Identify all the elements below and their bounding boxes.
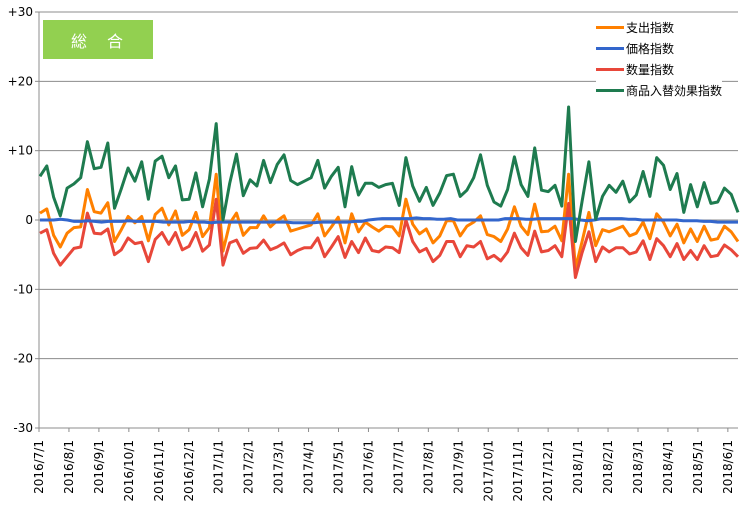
chart-title-badge: 総 合 — [43, 20, 153, 59]
y-tick-label: -30 — [13, 421, 33, 435]
series-line-1 — [40, 216, 738, 225]
y-axis: +30 +20 +10 0 -10 -20 -30 — [8, 5, 40, 435]
y-tick-label: +30 — [8, 5, 33, 19]
series-line-2 — [39, 197, 740, 279]
y-tick-label: +10 — [8, 144, 33, 158]
x-tick-label: 2016/9/1 — [92, 440, 106, 494]
x-tick-label: 2017/9/1 — [451, 440, 465, 494]
legend-swatch — [596, 47, 624, 50]
x-tick-label: 2018/2/1 — [601, 440, 615, 494]
x-tick-label: 2017/8/1 — [421, 440, 435, 494]
y-tick-label: +20 — [8, 74, 33, 88]
legend-label: 商品入替効果指数 — [626, 84, 723, 98]
x-tick-label: 2016/12/1 — [182, 440, 196, 502]
x-tick-label: 2016/11/1 — [152, 440, 166, 502]
x-tick-label: 2016/8/1 — [62, 440, 76, 494]
legend-item-spending: 支出指数 — [596, 17, 722, 38]
legend-swatch — [596, 89, 624, 92]
x-tick-label: 2018/6/1 — [721, 440, 735, 494]
x-tick-label: 2017/11/1 — [511, 440, 525, 502]
x-tick-label: 2018/4/1 — [661, 440, 675, 494]
x-tick-label: 2017/6/1 — [361, 440, 375, 494]
x-tick-label: 2017/12/1 — [541, 440, 555, 502]
series-line-0 — [39, 172, 740, 270]
x-tick-label: 2017/5/1 — [332, 440, 346, 494]
x-tick-label: 2017/4/1 — [302, 440, 316, 494]
legend-swatch — [596, 26, 624, 29]
x-tick-label: 2017/7/1 — [391, 440, 405, 494]
y-tick-label: -20 — [13, 352, 33, 366]
series-lines — [38, 105, 740, 279]
x-tick-label: 2018/3/1 — [631, 440, 645, 494]
y-tick-label: -10 — [13, 282, 33, 296]
legend-item-quantity: 数量指数 — [596, 59, 722, 80]
x-tick-label: 2017/1/1 — [212, 440, 226, 494]
legend-swatch — [596, 68, 624, 71]
x-tick-label: 2016/7/1 — [32, 440, 46, 494]
legend-label: 数量指数 — [626, 63, 675, 77]
x-tick-label: 2017/10/1 — [481, 440, 495, 502]
x-tick-label: 2017/3/1 — [272, 440, 286, 494]
legend-label: 支出指数 — [626, 21, 675, 35]
x-tick-label: 2018/5/1 — [691, 440, 705, 494]
x-tick-label: 2017/2/1 — [242, 440, 256, 494]
legend-item-replacement: 商品入替効果指数 — [596, 80, 722, 101]
x-tick-label: 2016/10/1 — [122, 440, 136, 502]
y-tick-label: 0 — [25, 213, 33, 227]
legend-label: 価格指数 — [626, 42, 675, 56]
x-axis: 2016/7/1 2016/8/1 2016/9/1 2016/10/1 2016/11… — [32, 428, 735, 502]
legend: 支出指数 価格指数 数量指数 商品入替効果指数 — [596, 17, 723, 101]
series-line-3 — [38, 105, 740, 243]
x-tick-label: 2018/1/1 — [571, 440, 585, 494]
legend-item-price: 価格指数 — [596, 38, 722, 59]
